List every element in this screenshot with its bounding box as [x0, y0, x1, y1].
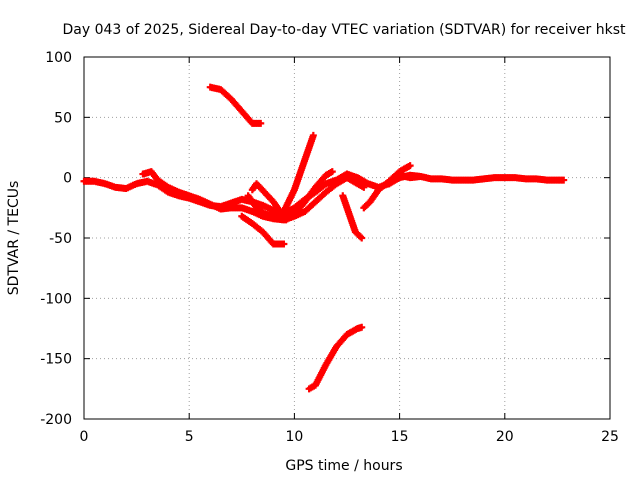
series-trace-f — [339, 192, 366, 242]
data-point — [406, 162, 414, 170]
series-trace-j — [305, 323, 366, 393]
grid-lines — [84, 57, 610, 419]
series-trace-d — [244, 131, 317, 220]
y-tick-label: -200 — [40, 412, 72, 428]
data-point — [360, 183, 368, 191]
series-trace-i — [206, 83, 265, 127]
data-point — [417, 172, 425, 180]
y-tick-label: -150 — [40, 352, 72, 368]
x-tick-label: 20 — [496, 429, 514, 445]
y-tick-label: 50 — [54, 110, 72, 126]
data-point — [358, 323, 366, 331]
x-tick-label: 5 — [185, 429, 194, 445]
data-point — [358, 234, 366, 242]
y-tick-label: -100 — [40, 291, 72, 307]
plot-frame — [83, 56, 611, 420]
data-point — [280, 240, 288, 248]
x-tick-label: 0 — [80, 429, 89, 445]
chart-title: Day 043 of 2025, Sidereal Day-to-day VTE… — [63, 22, 626, 38]
series-trace-e — [248, 168, 336, 224]
x-tick-label: 25 — [601, 429, 619, 445]
data-point — [257, 119, 265, 127]
series-trace-h — [385, 171, 425, 188]
x-tick-label: 15 — [391, 429, 409, 445]
axis-ticks: 0 5 10 15 20 25 100 50 0 -50 -100 -150 -200 — [40, 50, 619, 445]
data-point — [560, 176, 568, 184]
series-trace-c — [238, 212, 288, 248]
y-tick-label: 0 — [63, 171, 72, 187]
x-axis-label: GPS time / hours — [285, 458, 402, 474]
data-point — [328, 168, 336, 176]
y-axis-label: SDTVAR / TECUs — [6, 181, 22, 296]
y-tick-label: -50 — [49, 231, 72, 247]
y-tick-label: 100 — [45, 50, 72, 66]
data-point — [309, 131, 317, 139]
data-points — [80, 83, 568, 393]
x-tick-label: 10 — [285, 429, 303, 445]
